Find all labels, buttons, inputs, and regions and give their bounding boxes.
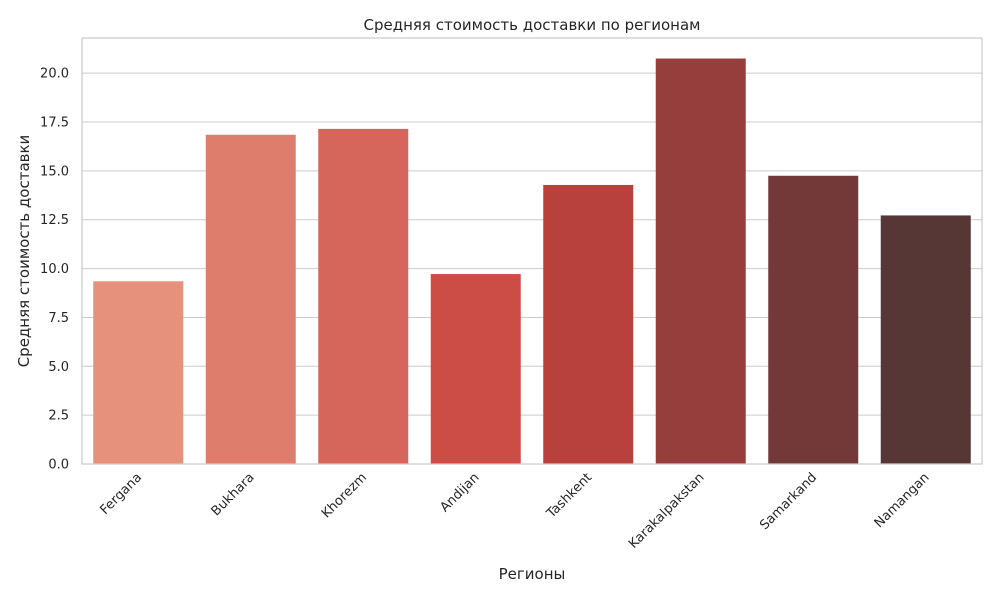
y-tick-label: 17.5 <box>40 116 69 131</box>
x-tick-labels: Fergana Bukhara Khorezm Andijan Tashkent Kara… <box>97 470 932 552</box>
y-tick-label: 20.0 <box>40 67 69 82</box>
y-tick-label: 10.0 <box>40 262 69 277</box>
y-tick-label: 7.5 <box>48 311 69 326</box>
bars-layer <box>93 58 971 465</box>
x-tick-label-namangan: Namangan <box>872 470 933 531</box>
x-tick-label-khorezm: Khorezm <box>319 470 370 521</box>
bar-tashkent <box>543 184 634 465</box>
y-axis-label: Средняя стоимость доставки <box>15 135 33 368</box>
x-tick-label-karakalpakstan: Karakalpakstan <box>626 470 708 552</box>
y-tick-labels: 0.0 2.5 5.0 7.5 10.0 12.5 15.0 17.5 20.0 <box>40 67 69 473</box>
plot-frame <box>81 37 983 465</box>
y-tick-label: 2.5 <box>48 409 69 424</box>
chart-title: Средняя стоимость доставки по регионам <box>364 16 701 34</box>
bar-bukhara <box>205 134 296 464</box>
bar-karakalpakstan <box>655 58 746 465</box>
x-tick-label-bukhara: Bukhara <box>209 470 258 519</box>
bar-andijan <box>430 274 521 464</box>
x-tick-label-tashkent: Tashkent <box>543 470 595 522</box>
x-tick-label-samarkand: Samarkand <box>757 470 820 533</box>
x-axis-label: Регионы <box>499 565 566 583</box>
x-tick-label-andijan: Andijan <box>437 470 482 515</box>
y-tick-label: 0.0 <box>48 458 69 473</box>
bar-fergana <box>93 281 184 464</box>
bar-khorezm <box>318 128 409 464</box>
bar-namangan <box>880 215 971 464</box>
y-tick-label: 5.0 <box>48 360 69 375</box>
x-tick-label-fergana: Fergana <box>97 470 145 518</box>
bar-samarkand <box>768 175 859 464</box>
y-tick-label: 15.0 <box>40 164 69 179</box>
y-tick-label: 12.5 <box>40 213 69 228</box>
